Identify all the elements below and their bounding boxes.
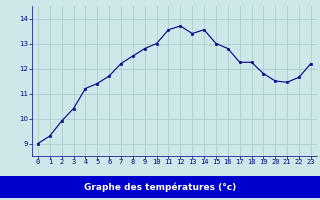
Text: Graphe des températures (°c): Graphe des températures (°c) — [84, 182, 236, 192]
